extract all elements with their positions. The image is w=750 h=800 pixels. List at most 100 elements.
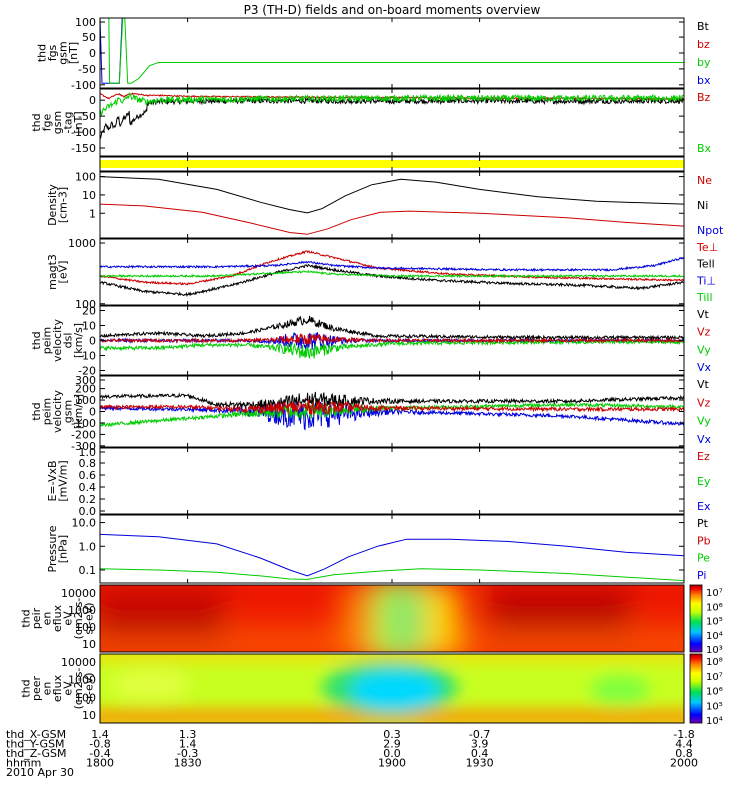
ytick-label: 10000 — [61, 587, 96, 600]
panel-5-series — [100, 249, 684, 298]
ion-shoulder — [340, 585, 370, 652]
ylabel-line: [nPa] — [56, 535, 69, 563]
ion-edge-yellow — [425, 585, 460, 652]
series-Bt — [100, 96, 684, 139]
series-Vt — [100, 315, 684, 341]
panel-9-series — [100, 533, 684, 582]
legend-label: bx — [697, 74, 711, 87]
xaxis-value: 1900 — [378, 757, 406, 770]
ytick-label: 1000 — [68, 604, 96, 617]
xaxis-value: 0.3 — [383, 728, 401, 741]
series-Ne — [100, 203, 684, 235]
xaxis-value: 1.4 — [179, 738, 197, 751]
panel-1-frame — [99, 17, 685, 89]
ytick-label: 0.1 — [79, 564, 97, 577]
xaxis-value: -1.8 — [673, 728, 694, 741]
legend-label: Pi — [697, 569, 706, 582]
legend-label: Bt — [697, 20, 710, 33]
ytick-label: 0.6 — [79, 469, 97, 482]
ylabel-line: magt3 — [46, 254, 59, 290]
xaxis-value: 0.8 — [675, 747, 693, 760]
ylabel-line: eflux — [51, 674, 64, 702]
ylabel-line: gsm — [56, 41, 69, 64]
ytick-label: -100 — [71, 126, 96, 139]
electron-blob-left — [110, 670, 190, 700]
ylabel-line: [mV/m] — [56, 460, 69, 501]
ylabel-line: peir — [30, 607, 43, 629]
ytick-label: -100 — [71, 79, 96, 92]
legend-label: Vy — [697, 415, 711, 428]
panel-6-series — [100, 315, 684, 359]
ytick-label: 0.2 — [79, 493, 97, 506]
ylabel-line: peim — [41, 398, 54, 426]
series-Vy — [100, 338, 684, 359]
ytick-label: 100 — [75, 298, 96, 311]
colorbar-label: 10⁴ — [706, 716, 723, 727]
xaxis-value: -0.8 — [89, 738, 110, 751]
legend-label: Npot — [697, 224, 724, 237]
xaxis-value: 1930 — [466, 757, 494, 770]
panel-8: 1.00.80.60.40.20.0 E=-VxB[mV/m] Ez Ey Ex — [46, 446, 711, 518]
ion-dark-right — [490, 588, 630, 633]
series-Vz — [100, 398, 684, 416]
ylabel-line: thd — [20, 679, 33, 697]
ylabel-line: Pressure — [46, 525, 59, 572]
legend-label: Pt — [697, 517, 709, 530]
ytick-label: 0 — [89, 335, 96, 348]
ylabel-line: -tag — [62, 111, 75, 133]
ylabel-line: thd — [30, 113, 43, 131]
electron-band-top — [100, 654, 684, 660]
ylabel-line: fgs — [46, 44, 59, 61]
ytick-label: 10 — [82, 709, 96, 722]
ylabel-line: gsm — [62, 400, 75, 423]
ytick-label: 1.0 — [79, 540, 97, 553]
ylabel-line: thd — [30, 402, 43, 420]
ytick-label: -50 — [78, 110, 96, 123]
xaxis-value: -0.7 — [469, 728, 490, 741]
figure-title: P3 (TH-D) fields and on-board moments ov… — [244, 3, 541, 17]
legend-label: Pb — [697, 534, 711, 547]
ytick-label: -200 — [71, 428, 96, 441]
panel-7-series — [100, 391, 684, 431]
ylabel-line: [km/s] — [72, 323, 85, 358]
xaxis-value: 3.9 — [471, 738, 489, 751]
ylabel-line: thd — [30, 331, 43, 349]
legend-label: Ne — [697, 174, 712, 187]
xaxis-value: 1.4 — [91, 728, 109, 741]
series-bx — [100, 18, 123, 84]
panel-1-series — [100, 18, 684, 84]
series-Ti_perp — [100, 256, 684, 273]
series-Vy — [100, 401, 684, 428]
ytick-label: 10 — [82, 638, 96, 651]
series-Te_perp — [100, 249, 684, 286]
electron-core-cyan — [350, 670, 440, 710]
ylabel-line: [nT] — [67, 42, 80, 64]
ion-dark-left — [100, 590, 225, 640]
electron-spectrogram — [100, 654, 684, 723]
legend-label: Vx — [697, 361, 712, 374]
panel-4-frame — [99, 171, 685, 239]
ylabel-line: dsl — [62, 333, 75, 349]
ylabel-line: fge — [41, 113, 54, 131]
ion-spectrogram — [100, 585, 684, 652]
ytick-label: 1000 — [68, 237, 96, 250]
electron-colorbar — [689, 653, 703, 724]
legend-label: Ey — [697, 475, 711, 488]
series-Bx — [100, 92, 684, 117]
ytick-label: 1000 — [68, 674, 96, 687]
colorbar-label: 10³ — [706, 645, 723, 656]
xaxis-value: 0.0 — [383, 747, 401, 760]
xaxis-value: 2000 — [670, 757, 698, 770]
panel-8-frame — [99, 447, 685, 515]
panel-3-band — [100, 160, 684, 168]
ylabel-line: (cm2-s- — [72, 668, 85, 710]
ytick-label: 100 — [75, 691, 96, 704]
series-Vx — [100, 400, 684, 431]
ion-trough-center — [390, 590, 420, 650]
series-Vt — [100, 391, 684, 410]
xaxis-value: 2.9 — [383, 738, 401, 751]
